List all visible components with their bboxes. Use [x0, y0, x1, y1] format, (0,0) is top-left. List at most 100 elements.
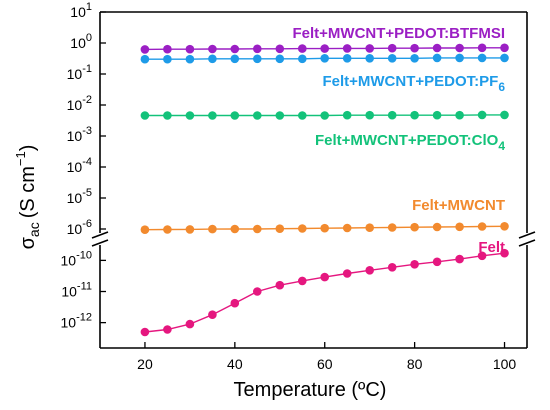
data-point-4-6 [275, 280, 285, 290]
series-labels: Felt+MWCNT+PEDOT:BTFMSI Felt+MWCNT+PEDOT:… [293, 25, 506, 256]
y-lower-tick-label-1: 10-11 [61, 281, 92, 300]
data-point-2-14 [455, 110, 464, 120]
data-point-2-16 [500, 110, 509, 120]
axis-break-left-2 [91, 239, 109, 247]
y-upper-tick-label-3: 10-2 [67, 94, 92, 113]
y-upper-tick-label-4: 10-3 [67, 125, 92, 144]
series-label-3: Felt+MWCNT [412, 197, 505, 214]
series-line-4 [144, 252, 505, 333]
data-point-0-8 [320, 44, 330, 53]
x-tick-label-1: 40 [227, 356, 243, 372]
data-point-1-1 [163, 54, 172, 64]
data-point-4-11 [387, 263, 397, 272]
data-point-1-5 [252, 54, 262, 64]
data-point-1-8 [320, 54, 330, 63]
data-point-0-0 [140, 45, 150, 54]
data-point-3-7 [298, 224, 307, 233]
data-point-3-11 [387, 223, 397, 232]
data-point-4-2 [185, 319, 195, 329]
y-axis-title-symbol: σ [17, 236, 39, 249]
data-point-4-4 [230, 298, 240, 308]
data-point-3-5 [252, 224, 262, 234]
y-upper-tick-label-2: 10-1 [67, 63, 92, 82]
axis-break-right-1 [518, 231, 536, 239]
data-point-3-8 [320, 223, 330, 233]
x-tick-label-4: 100 [493, 356, 517, 372]
data-point-0-13 [432, 43, 442, 53]
y-axis-title-subscript: ac [26, 222, 42, 237]
data-point-0-4 [230, 44, 240, 54]
series-label-1: Felt+MWCNT+PEDOT:PF6 [322, 73, 505, 94]
data-point-0-7 [298, 44, 307, 53]
data-point-3-13 [432, 222, 442, 232]
data-point-0-6 [275, 44, 285, 54]
data-point-3-12 [410, 222, 419, 232]
y-axis-title-close: ) [17, 145, 39, 152]
data-point-3-2 [185, 225, 195, 234]
data-point-2-13 [432, 110, 442, 120]
data-point-1-9 [342, 54, 352, 63]
series-3 [140, 222, 509, 234]
x-axis-ticks: 20 40 60 80 100 [137, 342, 516, 372]
y-upper-tick-label-1: 100 [70, 32, 92, 51]
data-point-2-11 [387, 110, 397, 120]
y-upper-tick-label-7: 10-6 [67, 218, 92, 237]
y-lower-tick-label-2: 10-12 [61, 312, 92, 331]
data-point-0-16 [500, 43, 509, 53]
series-label-2: Felt+MWCNT+PEDOT:ClO4 [315, 132, 505, 153]
x-tick-label-2: 60 [317, 356, 333, 372]
series-4 [140, 248, 509, 337]
data-point-3-9 [342, 223, 352, 233]
data-point-4-1 [163, 325, 172, 334]
data-point-2-9 [342, 110, 352, 120]
data-point-0-14 [455, 43, 464, 53]
series-2 [140, 110, 509, 120]
data-point-1-11 [387, 54, 397, 63]
data-point-0-2 [185, 44, 195, 54]
data-point-2-5 [252, 111, 262, 120]
x-tick-label-3: 80 [407, 356, 423, 372]
data-point-2-8 [320, 111, 330, 120]
data-point-3-14 [455, 222, 464, 232]
y-axis-title: σac (S cm−1) [13, 145, 42, 250]
data-point-2-1 [163, 111, 172, 120]
data-point-1-3 [208, 54, 217, 64]
data-point-0-9 [342, 44, 352, 53]
data-point-2-15 [477, 110, 487, 120]
data-point-1-10 [365, 54, 375, 63]
data-point-1-7 [298, 54, 307, 64]
series-1 [140, 53, 509, 64]
data-point-4-8 [320, 272, 330, 282]
data-point-4-16 [500, 248, 509, 258]
data-point-3-3 [208, 224, 217, 234]
data-point-4-15 [477, 251, 487, 261]
data-point-2-2 [185, 111, 195, 120]
data-point-0-3 [208, 44, 217, 54]
data-point-1-6 [275, 54, 285, 64]
data-point-4-0 [140, 327, 150, 337]
data-point-2-0 [140, 111, 150, 120]
data-point-0-10 [365, 44, 375, 53]
data-point-4-13 [432, 257, 442, 267]
data-point-2-4 [230, 111, 240, 120]
data-point-3-1 [163, 225, 172, 234]
y-axis-title-unit: (S cm [17, 166, 39, 218]
axis-break-right-2 [518, 239, 536, 247]
series-label-0: Felt+MWCNT+PEDOT:BTFMSI [293, 25, 506, 42]
data-point-3-16 [500, 222, 509, 231]
data-point-4-9 [342, 269, 352, 278]
data-point-0-11 [387, 43, 397, 53]
data-point-1-13 [432, 53, 442, 63]
data-point-2-7 [298, 111, 307, 120]
data-point-1-15 [477, 53, 487, 63]
data-point-4-7 [298, 276, 307, 286]
x-axis-title: Temperature (ºC) [234, 379, 387, 401]
data-point-2-3 [208, 111, 217, 120]
data-point-4-5 [252, 287, 262, 296]
data-point-4-14 [455, 254, 464, 264]
data-point-3-10 [365, 223, 375, 232]
series-layer [140, 43, 509, 337]
data-point-1-12 [410, 54, 419, 63]
data-point-0-15 [477, 43, 487, 53]
data-point-0-12 [410, 43, 419, 53]
